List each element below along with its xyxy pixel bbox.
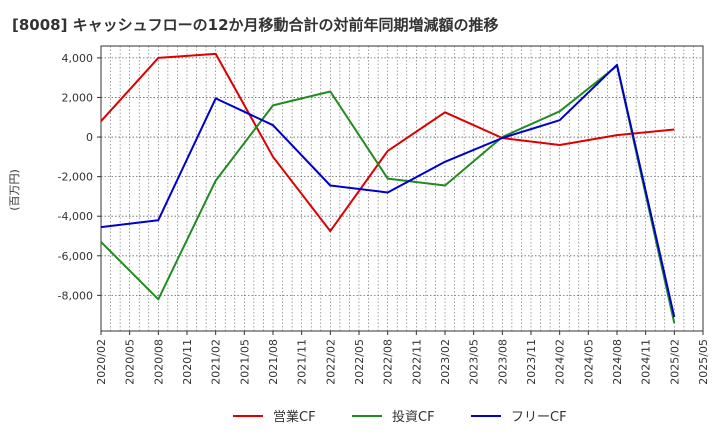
plot-frame: [100, 45, 704, 332]
x-tick-label: 2022/08: [382, 339, 395, 385]
y-tick-label: 2,000: [62, 91, 94, 104]
x-axis: 2020/02 2020/05 2020/08 2020/11 2021/02 2021/…: [95, 331, 710, 385]
y-tick-label: 4,000: [62, 52, 94, 65]
x-tick-label: 2023/05: [468, 339, 481, 385]
y-tick-label: -8,000: [58, 289, 93, 302]
x-tick-label: 2020/08: [152, 339, 165, 385]
y-axis: -8,000 -6,000 -4,000 -2,000 0 2,000 4,000: [58, 52, 101, 302]
legend-label: フリーCF: [511, 410, 567, 425]
y-tick-label: -6,000: [58, 250, 93, 263]
y-tick-label: 0: [86, 131, 93, 144]
x-tick-label: 2023/02: [439, 339, 452, 385]
x-tick-label: 2024/05: [582, 339, 595, 385]
series-line-投資CF: [100, 64, 676, 324]
legend-label: 投資CF: [392, 409, 435, 425]
y-tick-label: -2,000: [58, 171, 93, 184]
x-tick-label: 2020/05: [124, 339, 137, 385]
series-line-フリーCF: [100, 63, 676, 318]
x-tick-label: 2024/11: [640, 339, 653, 385]
x-tick-label: 2020/02: [95, 339, 108, 385]
x-tick-label: 2022/05: [353, 339, 366, 385]
series-lines: [100, 52, 676, 324]
x-tick-label: 2022/02: [324, 339, 337, 385]
chart-title: [8008] キャッシュフローの12か月移動合計の対前年同期増減額の推移: [12, 16, 499, 34]
x-tick-label: 2020/11: [181, 339, 194, 385]
x-tick-label: 2021/08: [267, 339, 280, 385]
x-tick-label: 2025/05: [697, 339, 710, 385]
x-tick-label: 2023/11: [525, 339, 538, 385]
legend: 営業CF 投資CF フリーCF: [233, 409, 567, 425]
x-tick-label: 2025/02: [668, 339, 681, 385]
x-tick-label: 2022/11: [410, 339, 423, 385]
y-tick-label: -4,000: [58, 210, 93, 223]
grid-lines: [101, 46, 703, 331]
y-axis-label: (百万円): [8, 169, 21, 211]
x-tick-label: 2021/02: [210, 339, 223, 385]
x-tick-label: 2024/08: [611, 339, 624, 385]
x-tick-label: 2021/11: [296, 339, 309, 385]
legend-label: 営業CF: [273, 409, 316, 425]
x-tick-label: 2021/05: [238, 339, 251, 385]
x-tick-label: 2023/08: [496, 339, 509, 385]
series-line-営業CF: [100, 52, 675, 233]
x-tick-label: 2024/02: [554, 339, 567, 385]
